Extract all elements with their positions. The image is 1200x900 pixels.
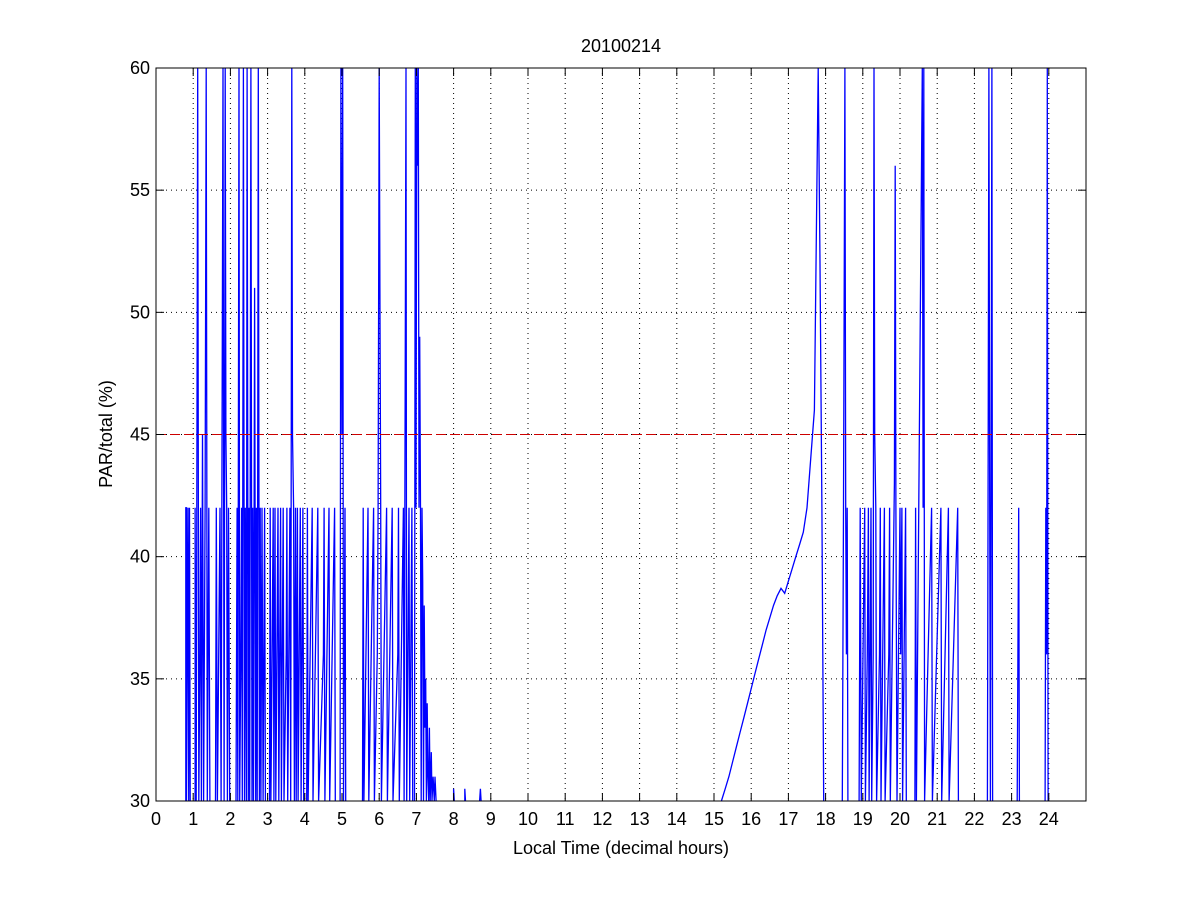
x-tick-label: 14	[667, 809, 687, 829]
x-tick-label: 17	[778, 809, 798, 829]
x-tick-label: 21	[927, 809, 947, 829]
x-tick-label: 7	[411, 809, 421, 829]
x-tick-label: 11	[556, 809, 575, 829]
x-tick-label: 4	[300, 809, 310, 829]
x-tick-label: 6	[374, 809, 384, 829]
x-axis-title: Local Time (decimal hours)	[513, 838, 729, 858]
x-tick-label: 3	[263, 809, 273, 829]
y-tick-label: 45	[130, 425, 150, 445]
series-line-segment	[1044, 67, 1049, 802]
x-tick-label: 2	[225, 809, 235, 829]
x-tick-label: 23	[1002, 809, 1022, 829]
x-tick-label: 19	[853, 809, 873, 829]
y-tick-label: 55	[130, 180, 150, 200]
x-tick-label: 18	[816, 809, 836, 829]
x-tick-label: 10	[518, 809, 538, 829]
y-tick-label: 35	[130, 669, 150, 689]
series-line-segment	[306, 507, 336, 802]
series-line-segment	[464, 788, 467, 802]
x-tick-label: 12	[592, 809, 612, 829]
y-tick-label: 60	[130, 58, 150, 78]
x-tick-label: 5	[337, 809, 347, 829]
series-line-segment	[185, 507, 191, 802]
x-tick-label: 15	[704, 809, 724, 829]
x-tick-label: 24	[1039, 809, 1059, 829]
chart-title: 20100214	[581, 36, 661, 56]
series-line-segment	[914, 67, 960, 802]
series-line-segment	[841, 67, 849, 802]
x-tick-label: 8	[449, 809, 459, 829]
x-tick-label: 1	[188, 809, 198, 829]
y-tick-label: 30	[130, 791, 150, 811]
x-tick-label: 22	[964, 809, 984, 829]
y-tick-label: 50	[130, 302, 150, 322]
x-tick-label: 13	[630, 809, 650, 829]
x-tick-label: 16	[741, 809, 761, 829]
x-tick-label: 0	[151, 809, 161, 829]
series-line-segment	[361, 67, 414, 802]
series-line-segment	[478, 788, 482, 802]
series-line-segment	[1016, 507, 1021, 802]
y-axis-title: PAR/total (%)	[96, 380, 116, 488]
x-tick-label: 20	[890, 809, 910, 829]
y-tick-label: 40	[130, 547, 150, 567]
x-tick-label: 9	[486, 809, 496, 829]
series-line-segment	[720, 67, 825, 802]
tick-layer: 0 1 2 3 4 5 6 7 8 9 10 11 12 13 14 15 16 17 18 19 20 21 22 23 24…	[130, 58, 1086, 829]
series-line-segment	[413, 67, 437, 802]
series-line-segment	[858, 67, 907, 802]
